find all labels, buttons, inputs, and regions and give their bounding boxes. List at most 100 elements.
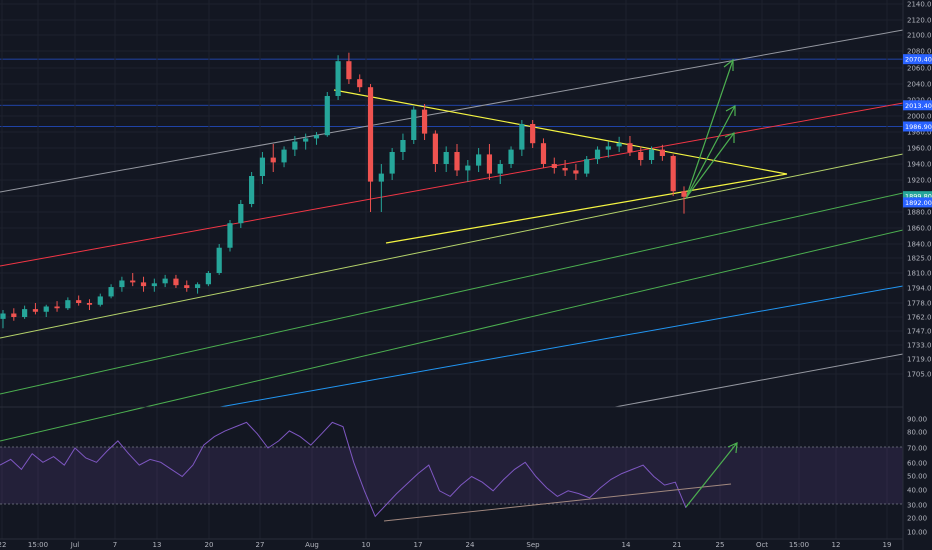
candle-body[interactable]: [389, 152, 395, 174]
candle-body[interactable]: [32, 309, 39, 312]
channel-line-blue[interactable]: [219, 285, 904, 408]
candle-body[interactable]: [346, 61, 352, 80]
candle-body[interactable]: [76, 300, 82, 303]
channel-line-red[interactable]: [0, 102, 904, 267]
candle-body[interactable]: [616, 143, 622, 147]
candle-body[interactable]: [584, 159, 590, 174]
candle-body[interactable]: [151, 283, 157, 287]
projection-arrow-1[interactable]: [685, 59, 734, 199]
time-tick-label: 15:00: [789, 541, 809, 549]
candle-body[interactable]: [335, 61, 341, 96]
candle-body[interactable]: [0, 313, 6, 319]
candle-body[interactable]: [216, 247, 222, 273]
candle-body[interactable]: [497, 164, 503, 174]
candle-body[interactable]: [530, 124, 536, 144]
candle-body[interactable]: [659, 149, 665, 156]
candle-body[interactable]: [486, 154, 493, 174]
price-label-box: [903, 197, 932, 208]
candle-body[interactable]: [400, 140, 406, 152]
candle-body[interactable]: [476, 154, 482, 166]
channel-line-lightgreen[interactable]: [0, 153, 904, 339]
candle-body[interactable]: [43, 306, 49, 312]
candle-body[interactable]: [313, 135, 320, 139]
candle-body[interactable]: [508, 149, 514, 164]
candle-body[interactable]: [648, 149, 655, 160]
price-tick-label: 1880.00: [907, 209, 932, 217]
candle-body[interactable]: [238, 204, 244, 224]
candle-body[interactable]: [54, 306, 60, 309]
candle-body[interactable]: [227, 223, 233, 248]
price-tick-label: 1860.00: [907, 225, 932, 233]
candle-body[interactable]: [303, 138, 309, 142]
candle-body[interactable]: [119, 280, 125, 288]
candle-body[interactable]: [443, 152, 449, 164]
rsi-trendline[interactable]: [383, 483, 732, 522]
candle-body[interactable]: [11, 313, 17, 318]
price-tick-label: 1980.00: [907, 129, 932, 137]
candle-body[interactable]: [173, 278, 179, 286]
price-label-box: [903, 54, 932, 65]
price-axis[interactable]: 2140.00 2120.00 2100.00 2080.00 2060.00 2040.…: [907, 1, 932, 379]
candle-body[interactable]: [86, 303, 93, 305]
time-axis[interactable]: 22 15:00 Jul 7 13 20 27 Aug 10 17 24 Sep 14 21 25 Oct 15…: [0, 541, 891, 549]
candle-body[interactable]: [638, 152, 644, 160]
candle-body[interactable]: [97, 296, 103, 305]
channel-line-gray-top[interactable]: [0, 29, 904, 193]
candle-body[interactable]: [605, 146, 611, 150]
candle-body[interactable]: [281, 149, 287, 163]
candle-body[interactable]: [421, 109, 428, 134]
price-tick-label: 1747.00: [907, 328, 932, 336]
candle-body[interactable]: [378, 173, 384, 182]
drawings: [0, 29, 904, 442]
candle-body[interactable]: [432, 133, 438, 164]
candle-body[interactable]: [562, 168, 568, 171]
candle-body[interactable]: [519, 124, 525, 150]
candle-body[interactable]: [259, 157, 266, 176]
time-tick-label: 17: [414, 541, 423, 549]
triangle-lower-line[interactable]: [385, 173, 788, 244]
candle-body[interactable]: [65, 300, 71, 309]
candle-body[interactable]: [681, 191, 687, 197]
candle-body[interactable]: [594, 149, 601, 160]
candle-body[interactable]: [270, 157, 276, 163]
candle-body[interactable]: [140, 282, 147, 287]
candle-body[interactable]: [573, 170, 579, 174]
channel-line-green-lower[interactable]: [0, 229, 904, 442]
rsi-tick-label: 70.00: [907, 445, 927, 453]
candle-body[interactable]: [162, 278, 168, 284]
projection-arrowhead-2: [725, 104, 736, 116]
candle-body[interactable]: [108, 287, 114, 297]
candle-body[interactable]: [249, 176, 255, 204]
candle-body[interactable]: [411, 109, 417, 140]
candle-body[interactable]: [324, 96, 330, 136]
triangle-upper-line[interactable]: [333, 89, 788, 175]
price-tick-label: 1810.00: [907, 270, 932, 278]
candle-body[interactable]: [627, 143, 633, 152]
channel-line-gray-bottom[interactable]: [614, 353, 904, 408]
candle-body[interactable]: [194, 284, 201, 288]
projection-arrow-2[interactable]: [685, 105, 736, 199]
price-tick-label: 1825.00: [907, 255, 932, 263]
candle-body[interactable]: [184, 285, 190, 288]
rsi-line[interactable]: [0, 421, 687, 518]
rsi-axis[interactable]: 90.00 80.00 70.00 60.00 50.00 40.00 30.00 20.00…: [907, 416, 927, 537]
candle-body[interactable]: [540, 143, 547, 164]
rsi-projection-arrow[interactable]: [685, 442, 738, 508]
candle-body[interactable]: [465, 165, 471, 171]
time-tick-label: Oct: [756, 541, 768, 549]
candle-body[interactable]: [367, 87, 374, 182]
projection-arrow-3[interactable]: [685, 132, 735, 199]
candle-body[interactable]: [205, 273, 211, 285]
time-tick-label: 22: [0, 541, 6, 549]
candle-body[interactable]: [357, 79, 363, 88]
candle-body[interactable]: [22, 309, 28, 317]
candle-body[interactable]: [292, 141, 298, 150]
candle-body[interactable]: [454, 152, 460, 171]
channel-line-green[interactable]: [0, 192, 904, 395]
candle-body[interactable]: [130, 280, 136, 283]
candle-body[interactable]: [551, 164, 557, 168]
candle-body[interactable]: [670, 156, 676, 192]
rsi-tick-label: 30.00: [907, 502, 927, 510]
